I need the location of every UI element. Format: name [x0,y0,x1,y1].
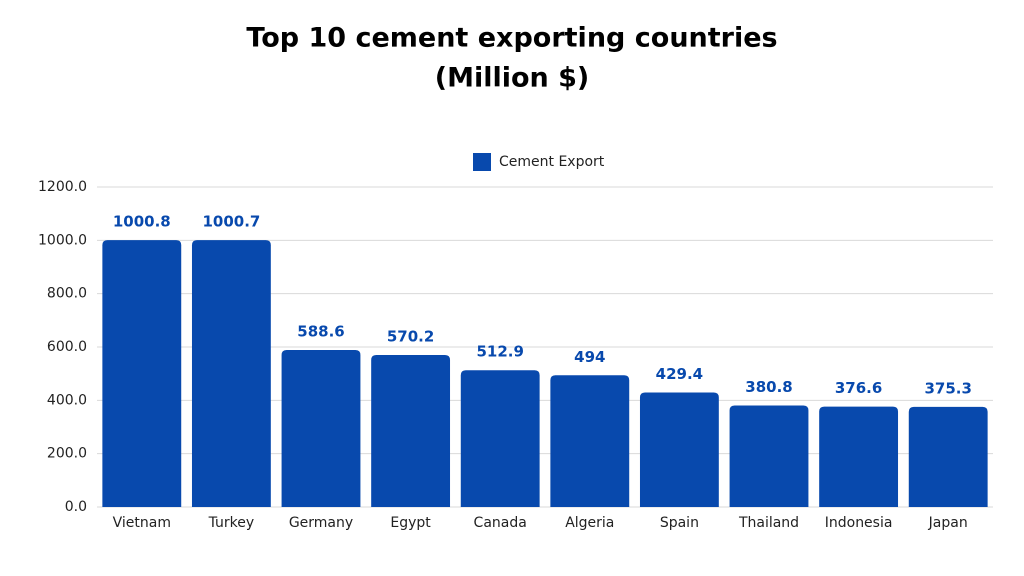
x-tick-label: Germany [289,515,353,531]
value-label: 375.3 [924,379,971,397]
bar [281,350,361,507]
x-tick-label: Canada [474,515,527,531]
bar [460,370,540,507]
x-tick-label: Indonesia [825,515,893,531]
legend-swatch [473,153,491,171]
x-tick-label: Japan [928,515,968,531]
x-tick-label: Turkey [208,515,255,531]
value-label: 429.4 [656,365,703,383]
bar [102,240,182,507]
chart-title: Top 10 cement exporting countries [246,23,777,54]
y-tick-label: 1000.0 [38,232,87,248]
value-label: 1000.7 [202,213,260,231]
x-tick-label: Spain [660,515,699,531]
bar [729,405,809,507]
x-tick-label: Egypt [390,515,431,531]
value-label: 570.2 [387,327,434,345]
chart-subtitle: (Million $) [435,63,590,94]
y-tick-label: 200.0 [47,446,87,462]
bar [371,354,451,507]
y-tick-label: 600.0 [47,339,87,355]
y-tick-label: 400.0 [47,392,87,408]
x-tick-label: Thailand [738,515,799,531]
value-label: 376.6 [835,379,882,397]
bar [819,406,899,507]
value-label: 1000.8 [113,213,171,231]
value-label: 588.6 [297,323,344,341]
bar [639,392,719,507]
y-tick-label: 0.0 [65,499,87,515]
x-tick-label: Vietnam [113,515,171,531]
value-label: 380.8 [745,378,792,396]
y-tick-label: 800.0 [47,286,87,302]
bar [191,240,271,507]
legend-label: Cement Export [499,154,605,170]
value-label: 494 [574,348,605,366]
bar [908,406,988,507]
value-label: 512.9 [476,343,523,361]
x-tick-label: Algeria [565,515,614,531]
y-tick-label: 1200.0 [38,179,87,195]
bar [550,375,630,507]
